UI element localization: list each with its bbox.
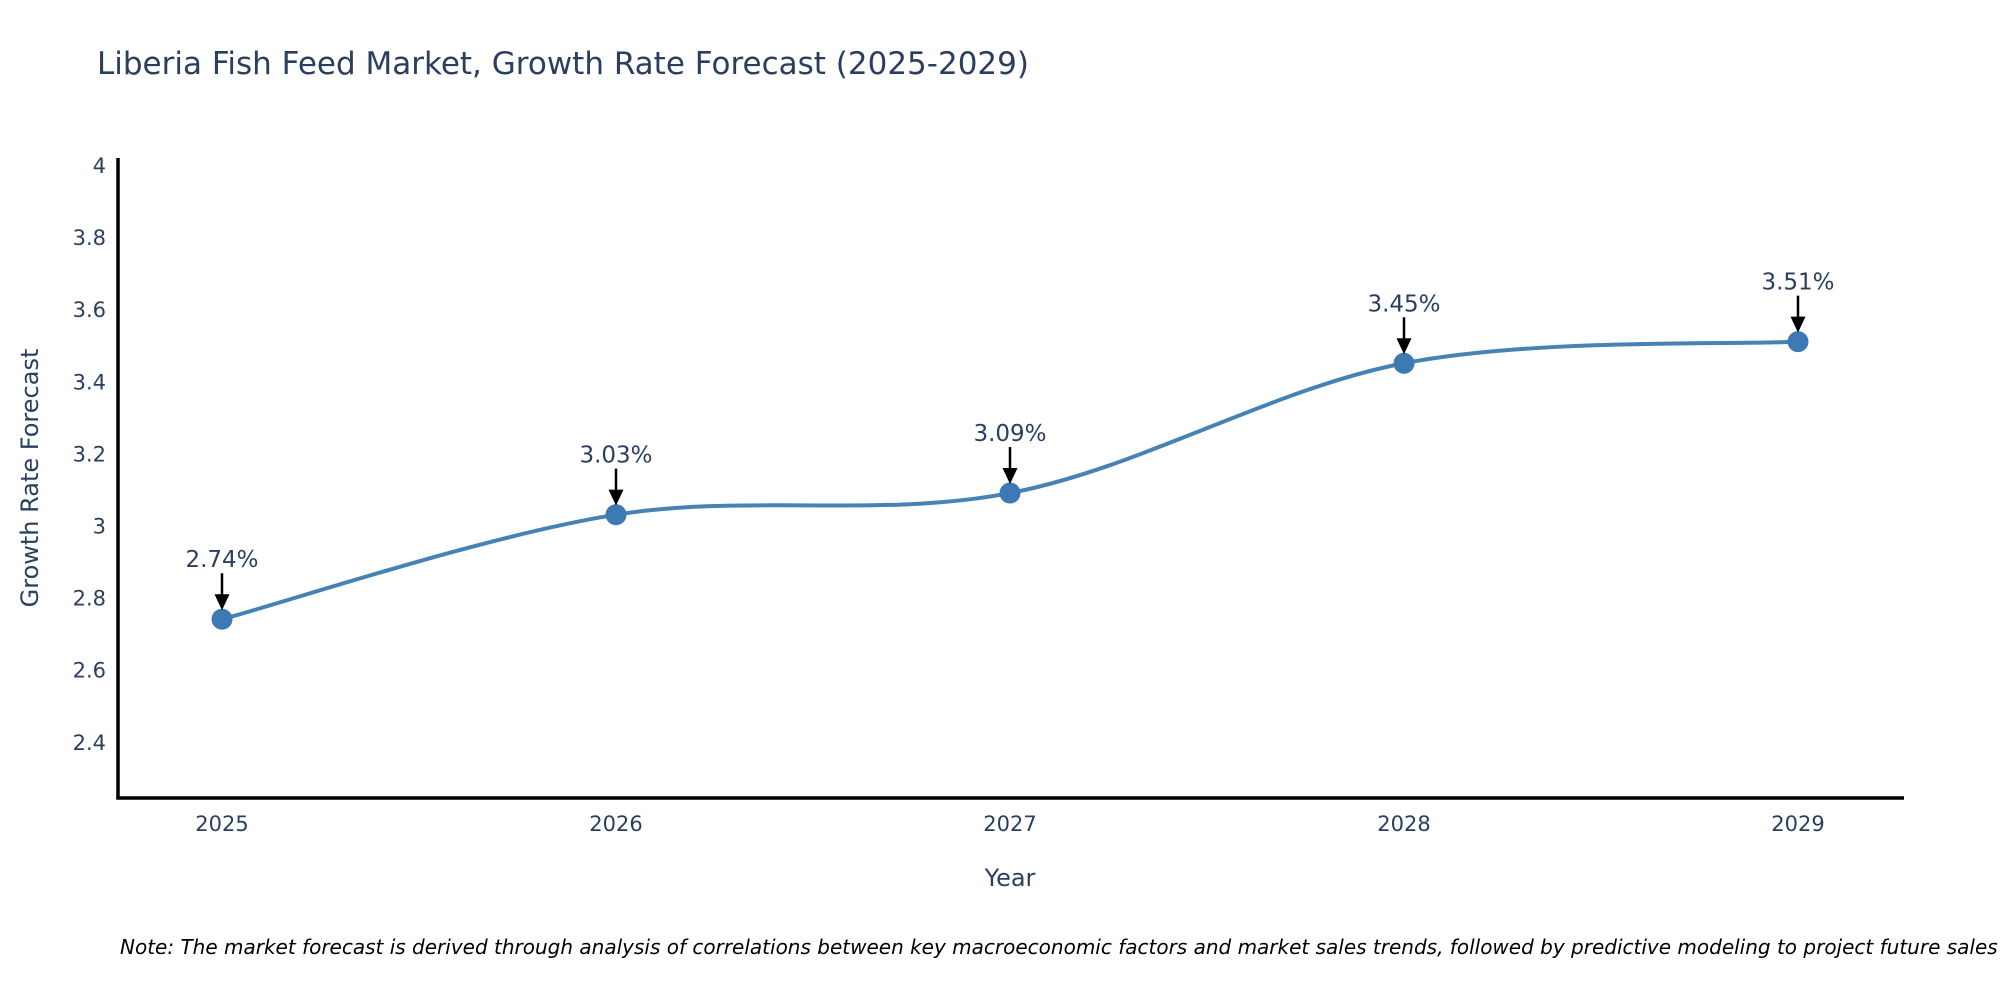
annotation-arrow-head [608, 489, 624, 506]
data-point-label: 3.03% [579, 443, 652, 469]
footnote: Note: The market forecast is derived thr… [120, 935, 1998, 959]
chart-title: Liberia Fish Feed Market, Growth Rate Fo… [97, 46, 1029, 82]
y-tick-label: 2.4 [73, 731, 106, 755]
data-point-marker [999, 482, 1021, 504]
data-point-label: 3.45% [1367, 291, 1440, 317]
data-point-marker [211, 608, 233, 630]
y-tick-label: 3.6 [73, 298, 106, 322]
y-tick-label: 2.8 [73, 587, 106, 611]
annotation-arrow-head [1396, 338, 1412, 355]
data-point-marker [605, 504, 627, 526]
x-axis-title: Year [984, 864, 1036, 892]
y-tick-label: 4 [93, 154, 106, 178]
x-tick-label: 2029 [1771, 812, 1824, 836]
annotation-arrow-head [1002, 468, 1018, 485]
x-tick-label: 2028 [1377, 812, 1430, 836]
plot-area: 4 3.8 3.6 3.4 3.2 3 2.8 2.6 2.4 2025 2026 2027 2028 2… [73, 154, 1904, 836]
y-tick-label: 3.8 [73, 226, 106, 250]
annotation-arrow-head [1790, 316, 1806, 333]
x-tick-label: 2025 [195, 812, 248, 836]
annotation-arrow-head [214, 594, 230, 611]
y-axis-title: Growth Rate Forecast [16, 349, 44, 608]
y-tick-label: 3.4 [73, 370, 106, 394]
x-tick-label: 2026 [589, 812, 642, 836]
x-tick-label: 2027 [983, 812, 1036, 836]
data-point-label: 3.51% [1761, 270, 1834, 296]
data-point-marker [1393, 352, 1415, 374]
data-point-label: 2.74% [185, 547, 258, 573]
data-point-marker [1787, 331, 1809, 353]
y-tick-label: 2.6 [73, 659, 106, 683]
y-tick-label: 3.2 [73, 442, 106, 466]
y-tick-label: 3 [93, 515, 106, 539]
data-point-label: 3.09% [973, 421, 1046, 447]
